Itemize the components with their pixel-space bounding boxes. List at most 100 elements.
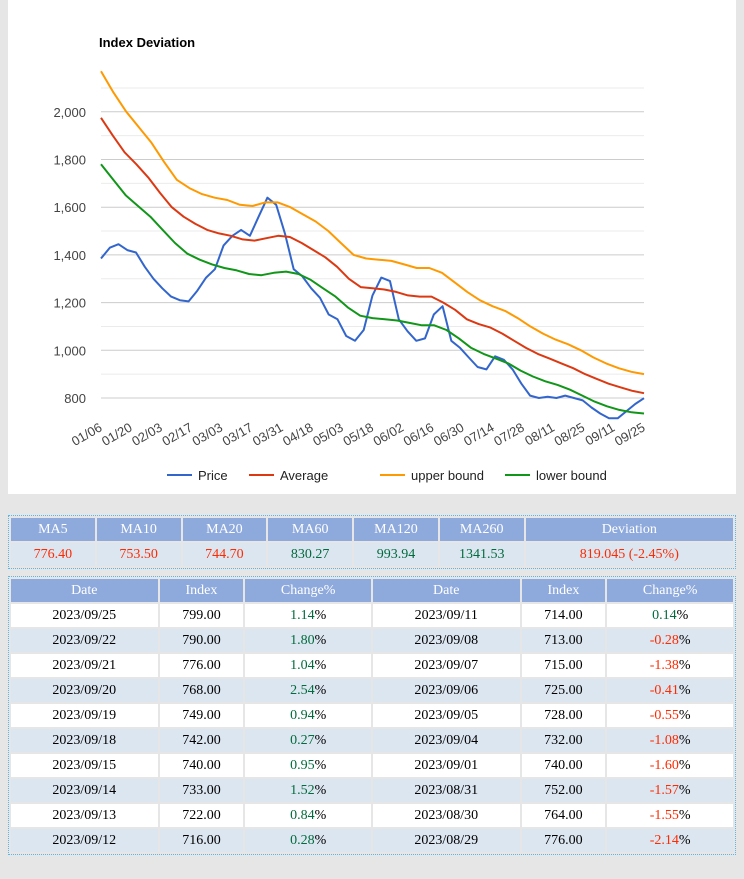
x-tick-label: 02/17 xyxy=(159,420,195,449)
change-value: 0.84 xyxy=(290,807,315,823)
change-cell: 1.80% xyxy=(245,629,371,652)
index-cell: 790.00 xyxy=(159,629,244,652)
history-table: Date Index Change% Date Index Change% 2023/09… xyxy=(9,577,735,854)
change-value: 1.04 xyxy=(290,657,315,673)
change-cell: -0.55% xyxy=(607,704,733,727)
change-cell: 1.04% xyxy=(245,654,371,677)
series-line-upper-bound xyxy=(100,70,645,376)
y-tick-label: 1,800 xyxy=(53,153,86,168)
change-cell: -2.14% xyxy=(607,829,733,852)
change-cell: 0.94% xyxy=(245,704,371,727)
change-value: -2.14 xyxy=(649,832,679,848)
percent-sign: % xyxy=(678,707,691,723)
history-header-index: Index xyxy=(521,579,606,602)
y-tick-label: 1,000 xyxy=(53,343,86,358)
change-value: -1.38 xyxy=(649,657,679,673)
change-cell: -1.08% xyxy=(607,729,733,752)
change-cell: 0.27% xyxy=(245,729,371,752)
date-cell: 2023/08/29 xyxy=(372,829,520,852)
ma-value-ma10: 753.50 xyxy=(96,543,181,566)
change-value: 0.28 xyxy=(290,832,315,848)
ma-header-ma10: MA10 xyxy=(96,518,181,541)
index-cell: 776.00 xyxy=(521,829,606,852)
legend-item-upper-bound[interactable]: upper bound xyxy=(380,468,484,483)
y-tick-label: 2,000 xyxy=(53,105,86,120)
percent-sign: % xyxy=(678,682,691,698)
change-value: -1.55 xyxy=(649,807,679,823)
history-header-change-pct: Change% xyxy=(245,579,371,602)
change-value: 0.14 xyxy=(652,607,677,623)
percent-sign: % xyxy=(678,782,691,798)
ma-value-deviation: 819.045 (-2.45%) xyxy=(525,543,733,566)
percent-sign: % xyxy=(314,657,327,673)
change-cell: -1.57% xyxy=(607,779,733,802)
ma-header-ma20: MA20 xyxy=(182,518,267,541)
change-value: 2.54 xyxy=(290,682,315,698)
legend-item-price[interactable]: Price xyxy=(167,468,228,483)
percent-sign: % xyxy=(678,757,691,773)
date-cell: 2023/09/07 xyxy=(372,654,520,677)
series-lines xyxy=(100,70,645,420)
x-tick-label: 08/11 xyxy=(522,420,557,449)
date-cell: 2023/09/13 xyxy=(11,804,158,827)
x-tick-label: 06/02 xyxy=(370,420,406,449)
date-cell: 2023/09/18 xyxy=(11,729,158,752)
date-cell: 2023/09/04 xyxy=(372,729,520,752)
change-cell: -1.55% xyxy=(607,804,733,827)
date-cell: 2023/09/20 xyxy=(11,679,158,702)
table-row: 2023/09/25 799.00 1.14% 2023/09/11 714.00 0.1… xyxy=(11,604,733,627)
date-cell: 2023/09/21 xyxy=(11,654,158,677)
x-tick-label: 03/17 xyxy=(220,420,256,449)
date-cell: 2023/08/30 xyxy=(372,804,520,827)
table-row: 2023/09/19 749.00 0.94% 2023/09/05 728.00 -0.… xyxy=(11,704,733,727)
ma-value-ma60: 830.27 xyxy=(268,543,353,566)
date-cell: 2023/09/25 xyxy=(11,604,158,627)
y-tick-label: 1,200 xyxy=(53,296,86,311)
change-cell: -0.28% xyxy=(607,629,733,652)
y-tick-label: 1,600 xyxy=(53,200,86,215)
history-header-index: Index xyxy=(159,579,244,602)
index-cell: 749.00 xyxy=(159,704,244,727)
date-cell: 2023/08/31 xyxy=(372,779,520,802)
history-header-change-pct: Change% xyxy=(607,579,733,602)
index-cell: 714.00 xyxy=(521,604,606,627)
date-cell: 2023/09/05 xyxy=(372,704,520,727)
ma-header-ma120: MA120 xyxy=(354,518,438,541)
date-cell: 2023/09/12 xyxy=(11,829,158,852)
index-cell: 740.00 xyxy=(159,754,244,777)
table-row: 2023/09/15 740.00 0.95% 2023/09/01 740.00 -1.… xyxy=(11,754,733,777)
index-cell: 733.00 xyxy=(159,779,244,802)
x-tick-label: 07/28 xyxy=(491,420,527,449)
x-tick-label: 05/18 xyxy=(340,420,376,449)
date-cell: 2023/09/19 xyxy=(11,704,158,727)
table-row: 2023/09/18 742.00 0.27% 2023/09/04 732.00 -1.… xyxy=(11,729,733,752)
legend-item-average[interactable]: Average xyxy=(249,468,328,483)
ma-header-ma5: MA5 xyxy=(11,518,95,541)
percent-sign: % xyxy=(678,632,691,648)
x-axis-ticks: 01/0601/2002/0302/1703/0303/1703/3104/18… xyxy=(69,420,648,449)
legend-label: lower bound xyxy=(536,468,607,483)
index-cell: 768.00 xyxy=(159,679,244,702)
legend: Price Average upper bound lower bound xyxy=(167,468,607,483)
index-cell: 732.00 xyxy=(521,729,606,752)
legend-item-lower-bound[interactable]: lower bound xyxy=(505,468,607,483)
series-line-price xyxy=(100,196,645,420)
x-tick-label: 06/30 xyxy=(431,420,467,449)
date-cell: 2023/09/06 xyxy=(372,679,520,702)
date-cell: 2023/09/01 xyxy=(372,754,520,777)
change-cell: -0.41% xyxy=(607,679,733,702)
ma-header-ma260: MA260 xyxy=(439,518,524,541)
legend-label: upper bound xyxy=(411,468,484,483)
history-header-date: Date xyxy=(372,579,520,602)
x-tick-label: 03/31 xyxy=(250,420,286,449)
table-row: 2023/09/12 716.00 0.28% 2023/08/29 776.00 -2.… xyxy=(11,829,733,852)
table-row: 2023/09/13 722.00 0.84% 2023/08/30 764.00 -1.… xyxy=(11,804,733,827)
x-tick-label: 01/20 xyxy=(99,420,135,449)
index-cell: 740.00 xyxy=(521,754,606,777)
x-tick-label: 02/03 xyxy=(129,420,165,449)
x-tick-label: 01/06 xyxy=(69,420,105,449)
index-cell: 722.00 xyxy=(159,804,244,827)
index-cell: 728.00 xyxy=(521,704,606,727)
percent-sign: % xyxy=(678,732,691,748)
ma-value-ma5: 776.40 xyxy=(11,543,95,566)
